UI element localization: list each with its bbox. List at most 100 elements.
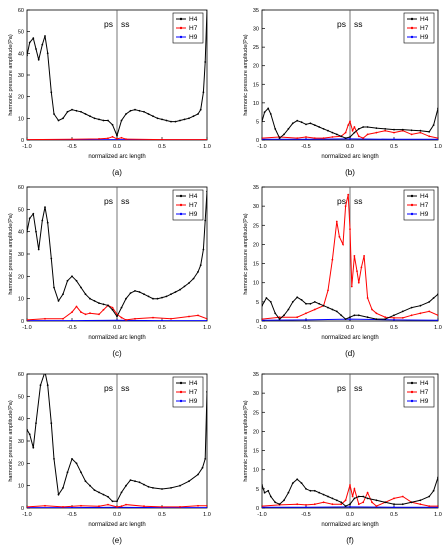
data-point-H4 xyxy=(432,124,435,126)
x-tick-label: 1.0 xyxy=(434,325,442,331)
x-tick-label: 0.5 xyxy=(390,512,398,518)
data-point-H4 xyxy=(366,497,369,500)
data-point-H4 xyxy=(111,500,114,503)
y-tick-label: 20 xyxy=(18,461,24,467)
data-point-H9 xyxy=(71,506,73,508)
data-point-H4 xyxy=(401,503,404,506)
data-point-H4 xyxy=(375,127,378,129)
data-point-H4 xyxy=(393,503,395,506)
series-H4 xyxy=(262,476,438,507)
data-point-H7 xyxy=(363,255,365,257)
data-point-H7 xyxy=(331,258,334,261)
y-tick-label: 35 xyxy=(253,8,259,14)
data-point-H7 xyxy=(428,505,431,507)
data-point-H4 xyxy=(300,121,303,124)
legend: H4 H7 H9 xyxy=(403,189,435,221)
data-point-H4 xyxy=(296,119,299,122)
data-point-H7 xyxy=(313,503,316,506)
y-tick-label: 0 xyxy=(256,138,259,144)
legend-marker-H7 xyxy=(179,26,183,30)
data-point-H7 xyxy=(134,317,136,320)
y-tick-label: 5 xyxy=(256,487,259,493)
x-tick-label: -1.0 xyxy=(22,325,31,331)
data-point-H7 xyxy=(98,313,100,316)
data-point-H7 xyxy=(331,503,334,506)
legend-marker-H7 xyxy=(179,390,183,394)
data-point-H4 xyxy=(401,128,404,131)
data-point-H9 xyxy=(305,138,307,140)
data-point-H4 xyxy=(432,489,435,492)
data-point-H4 xyxy=(197,473,199,476)
data-point-H4 xyxy=(291,122,294,125)
y-axis-label: harmonic pressure amplitude(Pa) xyxy=(243,34,249,115)
data-point-H4 xyxy=(313,301,316,303)
data-point-H4 xyxy=(206,190,207,193)
data-point-H4 xyxy=(84,480,87,483)
legend: H4 H7 H9 xyxy=(403,12,435,44)
data-point-H4 xyxy=(37,248,40,251)
data-point-H7 xyxy=(351,495,354,498)
data-point-H4 xyxy=(353,131,356,134)
legend-marker-H9 xyxy=(410,35,414,39)
legend-marker-H4 xyxy=(179,194,183,198)
data-point-H7 xyxy=(353,255,356,257)
data-point-H7 xyxy=(75,305,78,308)
data-point-H4 xyxy=(419,129,422,132)
data-point-H4 xyxy=(265,297,268,299)
data-point-H7 xyxy=(44,504,46,507)
data-point-H4 xyxy=(428,130,431,133)
x-tick-label: 0.0 xyxy=(113,512,121,518)
data-point-H4 xyxy=(437,476,438,479)
data-point-H4 xyxy=(170,120,172,123)
data-point-H4 xyxy=(152,297,154,300)
data-point-H7 xyxy=(296,503,299,506)
data-point-H7 xyxy=(322,501,325,504)
x-tick-label: 1.0 xyxy=(203,144,211,150)
data-point-H7 xyxy=(120,136,123,139)
x-tick-label: -0.5 xyxy=(301,144,310,150)
y-tick-label: 40 xyxy=(18,51,24,57)
legend-marker-H4 xyxy=(179,17,183,21)
data-point-H4 xyxy=(318,491,321,494)
data-point-H9 xyxy=(393,319,395,321)
data-point-H4 xyxy=(384,127,387,130)
data-point-H7 xyxy=(44,317,46,320)
series-line-H4 xyxy=(27,10,207,138)
data-point-H4 xyxy=(357,495,360,498)
data-point-H4 xyxy=(263,491,266,494)
y-tick-label: 50 xyxy=(18,30,24,36)
series-H9 xyxy=(262,318,438,321)
data-point-H7 xyxy=(262,505,263,507)
data-point-H4 xyxy=(138,291,141,293)
data-point-H7 xyxy=(179,506,181,508)
x-tick-label: 1.0 xyxy=(203,325,211,331)
data-point-H4 xyxy=(296,478,299,481)
data-point-H4 xyxy=(188,117,190,120)
data-point-H4 xyxy=(199,264,202,267)
data-point-H7 xyxy=(401,495,404,498)
data-point-H4 xyxy=(204,458,207,460)
data-point-H7 xyxy=(419,131,422,134)
annotation-ps: ps xyxy=(104,383,113,393)
annotation-ps: ps xyxy=(337,383,346,393)
data-point-H9 xyxy=(305,319,307,321)
data-point-H4 xyxy=(305,123,307,126)
data-point-H7 xyxy=(375,505,378,507)
data-point-H4 xyxy=(197,271,199,273)
data-point-H4 xyxy=(44,371,46,373)
y-axis-label: harmonic pressure amplitude(Pa) xyxy=(243,400,249,481)
data-point-H7 xyxy=(89,312,91,315)
data-point-H7 xyxy=(98,138,100,140)
series-H4 xyxy=(27,371,207,503)
data-point-H4 xyxy=(322,304,325,307)
series-H4 xyxy=(262,107,438,140)
data-point-H4 xyxy=(66,279,69,282)
data-point-H7 xyxy=(170,317,172,320)
y-tick-label: 30 xyxy=(18,252,24,258)
legend-marker-H4 xyxy=(410,381,414,385)
data-point-H4 xyxy=(283,499,285,502)
data-point-H4 xyxy=(278,503,281,506)
data-point-H7 xyxy=(371,501,373,504)
data-point-H4 xyxy=(291,482,294,484)
data-point-H4 xyxy=(269,113,272,115)
